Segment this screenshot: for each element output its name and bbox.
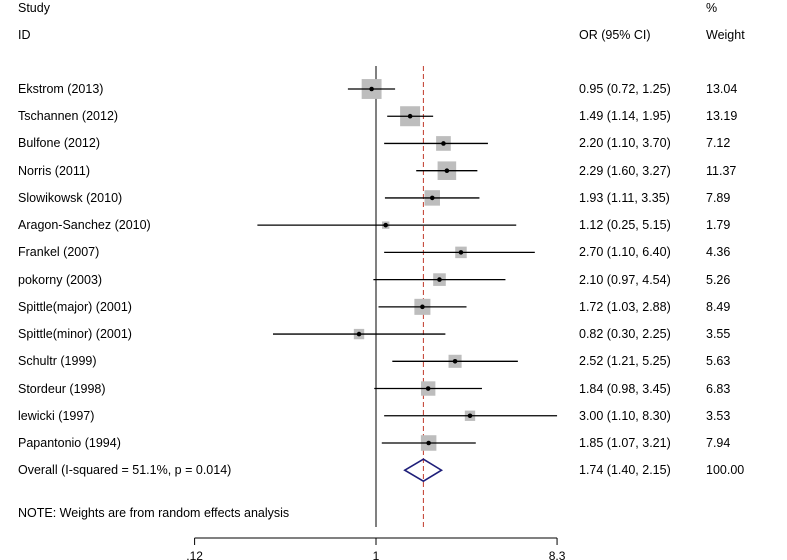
study-weight-text: 6.83 (706, 381, 731, 396)
study-weight-text: 7.94 (706, 435, 731, 450)
or-ci-header: OR (95% CI) (579, 28, 651, 42)
weight-percent-header: % (706, 1, 718, 15)
study-weight-text: 7.12 (706, 136, 731, 151)
study-label: Ekstrom (2013) (18, 82, 104, 96)
study-label: Spittle(minor) (2001) (18, 327, 132, 342)
study-ci-text: 0.95 (0.72, 1.25) (579, 82, 671, 96)
note-text: NOTE: Weights are from random effects an… (18, 506, 290, 520)
study-weight-text: 3.53 (706, 408, 731, 423)
study-label: Papantonio (1994) (18, 435, 121, 450)
point-estimate (452, 359, 458, 364)
point-estimate (444, 168, 450, 173)
x-axis-tick-label: 8.3 (549, 549, 566, 560)
point-estimate (420, 304, 425, 310)
study-ci-text: 2.52 (1.21, 5.25) (579, 354, 671, 369)
study-weight-text: 7.89 (706, 190, 731, 205)
overall-weight-text: 100.00 (706, 463, 745, 478)
study-label: pokorny (2003) (18, 272, 103, 287)
study-label: Bulfone (2012) (18, 136, 101, 151)
weight-header: Weight (706, 28, 745, 42)
study-label: Frankel (2007) (18, 245, 100, 260)
point-estimate (426, 440, 431, 446)
study-ci-text: 1.49 (1.14, 1.95) (579, 109, 671, 124)
study-label: Norris (2011) (18, 163, 91, 178)
point-estimate (437, 277, 442, 282)
study-weight-text: 3.55 (706, 327, 731, 342)
point-estimate (356, 331, 362, 337)
overall-label: Overall (I-squared = 51.1%, p = 0.014) (18, 463, 232, 478)
study-weight-text: 11.37 (706, 163, 737, 178)
study-ci-text: 1.84 (0.98, 3.45) (579, 381, 671, 396)
study-label: Slowikowsk (2010) (18, 190, 123, 205)
point-estimate (429, 195, 435, 201)
study-weight-text: 13.04 (706, 82, 738, 96)
x-axis-tick-label: .12 (186, 549, 203, 560)
study-label: lewicki (1997) (18, 408, 95, 423)
study-weight-text: 5.26 (706, 272, 731, 287)
x-axis-tick-label: 1 (373, 549, 380, 560)
study-weight-text: 1.79 (706, 218, 731, 233)
point-estimate (425, 386, 431, 391)
study-weight-text: 13.19 (706, 109, 738, 124)
study-header: Study (18, 1, 50, 15)
study-ci-text: 2.70 (1.10, 6.40) (579, 245, 671, 260)
point-estimate (407, 113, 413, 119)
point-estimate (369, 86, 374, 92)
study-ci-text: 1.93 (1.11, 3.35) (579, 190, 670, 205)
study-ci-text: 2.10 (0.97, 4.54) (579, 272, 671, 287)
study-label: Spittle(major) (2001) (18, 299, 132, 314)
point-estimate (383, 222, 388, 228)
overall-ci-text: 1.74 (1.40, 2.15) (579, 463, 671, 478)
id-header: ID (18, 28, 31, 42)
study-label: Schultr (1999) (18, 354, 97, 369)
point-estimate (441, 141, 446, 146)
study-label: Tschannen (2012) (18, 109, 119, 124)
study-ci-text: 1.12 (0.25, 5.15) (579, 218, 671, 233)
study-ci-text: 3.00 (1.10, 8.30) (579, 408, 671, 423)
point-estimate (467, 413, 473, 419)
study-label: Aragon-Sanchez (2010) (18, 218, 151, 233)
study-ci-text: 1.85 (1.07, 3.21) (579, 435, 671, 450)
study-ci-text: 2.20 (1.10, 3.70) (579, 136, 671, 151)
study-ci-text: 2.29 (1.60, 3.27) (579, 163, 671, 178)
study-ci-text: 0.82 (0.30, 2.25) (579, 327, 671, 342)
study-ci-text: 1.72 (1.03, 2.88) (579, 299, 671, 314)
study-weight-text: 5.63 (706, 354, 731, 369)
study-label: Stordeur (1998) (18, 381, 106, 396)
study-weight-text: 4.36 (706, 245, 731, 260)
point-estimate (458, 250, 464, 255)
overall-diamond (403, 458, 444, 483)
study-weight-text: 8.49 (706, 299, 731, 314)
